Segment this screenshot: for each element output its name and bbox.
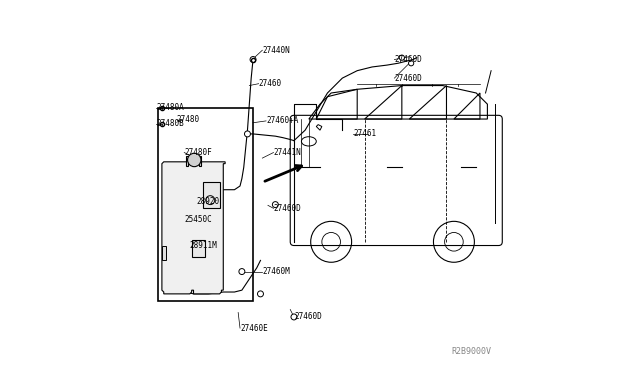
Circle shape bbox=[408, 61, 413, 66]
Text: 27440N: 27440N bbox=[262, 46, 290, 55]
Text: 27460D: 27460D bbox=[294, 312, 322, 321]
Text: 27460D: 27460D bbox=[273, 204, 301, 213]
Polygon shape bbox=[186, 156, 201, 166]
Text: 27460E: 27460E bbox=[240, 324, 268, 333]
Circle shape bbox=[273, 202, 278, 208]
Text: 27460+A: 27460+A bbox=[266, 116, 298, 125]
Polygon shape bbox=[162, 162, 225, 294]
Text: 27480: 27480 bbox=[177, 115, 200, 124]
Circle shape bbox=[244, 131, 250, 137]
Text: 27480A: 27480A bbox=[156, 103, 184, 112]
Polygon shape bbox=[162, 246, 166, 260]
Circle shape bbox=[257, 291, 264, 297]
Circle shape bbox=[291, 314, 297, 320]
Text: 27480F: 27480F bbox=[184, 148, 212, 157]
Text: 27460D: 27460D bbox=[394, 74, 422, 83]
Circle shape bbox=[399, 55, 404, 60]
Text: 28911M: 28911M bbox=[189, 241, 217, 250]
Circle shape bbox=[188, 153, 201, 167]
Circle shape bbox=[239, 269, 245, 275]
Text: 27441N: 27441N bbox=[273, 148, 301, 157]
Text: 27480B: 27480B bbox=[156, 119, 184, 128]
Text: 27461: 27461 bbox=[353, 129, 376, 138]
Bar bbox=[158, 108, 253, 301]
Text: 27460M: 27460M bbox=[262, 267, 290, 276]
Circle shape bbox=[250, 57, 256, 62]
Text: R2B9000V: R2B9000V bbox=[451, 347, 491, 356]
Text: 27460D: 27460D bbox=[394, 55, 422, 64]
Text: 28920: 28920 bbox=[196, 197, 220, 206]
Polygon shape bbox=[203, 182, 220, 208]
Polygon shape bbox=[191, 240, 205, 257]
Text: 25450C: 25450C bbox=[184, 215, 212, 224]
Text: 27460: 27460 bbox=[259, 79, 282, 88]
